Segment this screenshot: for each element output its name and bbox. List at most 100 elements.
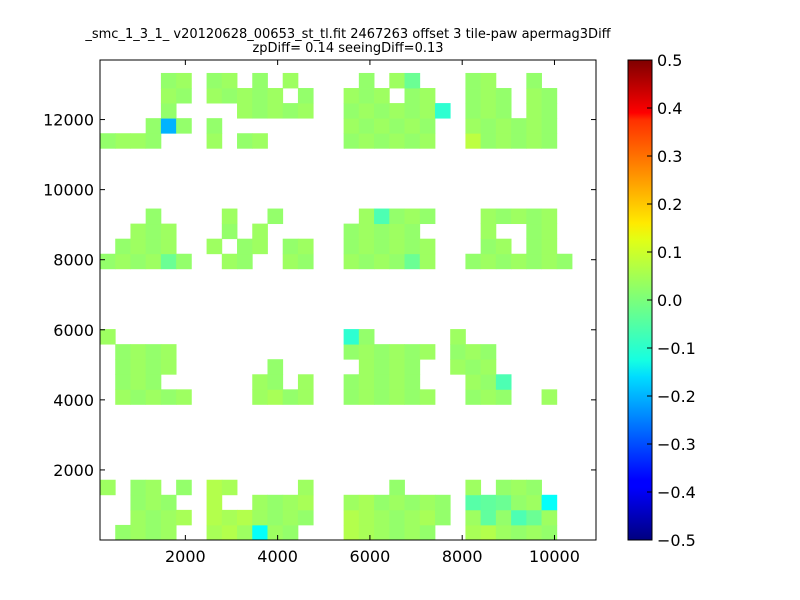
heatmap-cell	[115, 389, 131, 405]
heatmap-cell	[115, 133, 131, 149]
heatmap-cell	[465, 374, 482, 390]
heatmap-cell	[176, 88, 192, 104]
heatmap-cell	[374, 374, 390, 390]
heatmap-cell	[404, 359, 421, 375]
heatmap-cell	[389, 223, 405, 240]
heatmap-cell	[374, 494, 390, 511]
heatmap-cell	[434, 509, 451, 526]
heatmap-cell	[145, 374, 162, 390]
heatmap-cell	[145, 524, 162, 540]
heatmap-cell	[160, 103, 177, 119]
heatmap-cell	[237, 253, 253, 270]
heatmap-cell	[389, 344, 405, 360]
heatmap-cell	[343, 494, 360, 511]
heatmap-cell	[495, 374, 512, 390]
colorbar-tick-label: 0.1	[657, 243, 682, 262]
heatmap-cell	[130, 494, 147, 511]
heatmap-cell	[358, 118, 375, 134]
heatmap-cell	[130, 374, 147, 390]
heatmap-cell	[495, 509, 512, 526]
heatmap-cell	[206, 118, 223, 134]
heatmap-cell	[252, 88, 268, 104]
heatmap-cell	[206, 238, 223, 255]
heatmap-cell	[480, 103, 497, 119]
heatmap-cell	[206, 524, 223, 540]
heatmap-cell	[374, 359, 390, 375]
heatmap-cell	[374, 103, 390, 119]
heatmap-cell	[450, 329, 466, 345]
heatmap-cell	[221, 223, 238, 240]
heatmap-cell	[389, 103, 405, 119]
heatmap-cell	[267, 374, 284, 390]
heatmap-cell	[602, 525, 618, 540]
colorbar-tick-label: −0.5	[657, 531, 696, 550]
heatmap-cell	[282, 389, 299, 405]
heatmap-cell	[267, 88, 284, 104]
heatmap-cell	[343, 253, 360, 270]
heatmap-cell	[419, 88, 436, 104]
heatmap-cell	[358, 88, 375, 104]
heatmap-cell	[343, 374, 360, 390]
heatmap-cell	[343, 329, 360, 345]
heatmap-cell	[511, 524, 527, 540]
heatmap-cell	[267, 389, 284, 405]
heatmap-cell	[434, 494, 451, 511]
heatmap-cell	[404, 494, 421, 511]
heatmap-cell	[297, 494, 314, 511]
heatmap-cell	[434, 103, 451, 119]
heatmap-cell	[358, 238, 375, 255]
heatmap-cell	[404, 223, 421, 240]
heatmap-cell	[160, 118, 177, 134]
heatmap-cell	[267, 208, 284, 225]
heatmap-cell	[358, 133, 375, 149]
colorbar-tick-label: −0.1	[657, 339, 696, 358]
heatmap-cell	[221, 524, 238, 540]
heatmap-cell	[100, 479, 116, 496]
heatmap-cell	[176, 118, 192, 134]
heatmap-cell	[511, 494, 527, 511]
heatmap-cell	[358, 223, 375, 240]
heatmap-cell	[145, 118, 162, 134]
heatmap-cell	[495, 133, 512, 149]
y-tick-label: 2000	[53, 461, 94, 480]
colorbar-tick-label: 0.3	[657, 147, 682, 166]
heatmap-cell	[389, 72, 405, 89]
heatmap-cell	[267, 359, 284, 375]
heatmap-cell	[511, 208, 527, 225]
heatmap-cells	[100, 72, 618, 540]
heatmap-cell	[495, 479, 512, 496]
heatmap-cell	[358, 344, 375, 360]
heatmap-cell	[130, 133, 147, 149]
heatmap-cell	[160, 509, 177, 526]
heatmap-cell	[358, 374, 375, 390]
heatmap-cell	[282, 238, 299, 255]
heatmap-cell	[252, 494, 268, 511]
heatmap-cell	[374, 238, 390, 255]
heatmap-cell	[389, 374, 405, 390]
heatmap-cell	[282, 253, 299, 270]
heatmap-cell	[252, 238, 268, 255]
heatmap-cell	[358, 103, 375, 119]
heatmap-cell	[252, 72, 268, 89]
heatmap-cell	[145, 238, 162, 255]
x-tick-label: 8000	[442, 547, 483, 566]
heatmap-cell	[343, 509, 360, 526]
heatmap-cell	[221, 208, 238, 225]
heatmap-cell	[480, 118, 497, 134]
colorbar-tick-label: 0.4	[657, 99, 682, 118]
heatmap-cell	[526, 133, 542, 149]
heatmap-cell	[176, 72, 192, 89]
heatmap-cell	[465, 118, 482, 134]
heatmap-cell	[480, 72, 497, 89]
heatmap-cell	[297, 509, 314, 526]
x-tick-label: 6000	[350, 547, 391, 566]
heatmap-cell	[115, 374, 131, 390]
heatmap-cell	[237, 133, 253, 149]
heatmap-cell	[252, 389, 268, 405]
heatmap-cell	[480, 133, 497, 149]
heatmap-cell	[480, 253, 497, 270]
heatmap-cell	[419, 208, 436, 225]
heatmap-cell	[130, 359, 147, 375]
heatmap-cell	[206, 494, 223, 511]
